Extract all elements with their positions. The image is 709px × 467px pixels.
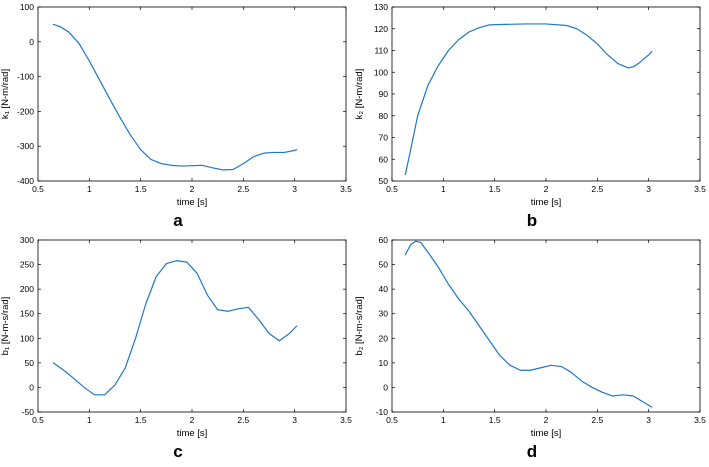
y-tick-label: -300 bbox=[17, 141, 34, 151]
series-line bbox=[52, 260, 298, 396]
chart-panel-d: 0.5 1 1.5 2 2.5 3 3.5 60 50 40 30 20 10 0 -10 time [s] b… bbox=[354, 235, 706, 461]
y-tick-label: 0 bbox=[29, 382, 34, 392]
y-tick-label: 30 bbox=[379, 309, 389, 319]
x-tick-label: 3 bbox=[292, 184, 297, 194]
x-tick-label: 1 bbox=[87, 415, 92, 425]
y-axis-label: b₂ [N-m-s/rad] bbox=[354, 296, 365, 355]
series-line bbox=[404, 240, 653, 408]
x-tick-label: 0.5 bbox=[32, 415, 44, 425]
y-tick-label: 300 bbox=[20, 235, 34, 245]
y-tick-label: -100 bbox=[17, 72, 34, 82]
x-tick-label: 3 bbox=[646, 415, 651, 425]
x-tick-label: 1.5 bbox=[135, 415, 147, 425]
y-axis-label: b₁ [N-m-s/rad] bbox=[0, 297, 11, 356]
x-tick-label: 2 bbox=[190, 184, 195, 194]
x-tick-label: 3.5 bbox=[694, 184, 706, 194]
x-tick-label: 3.5 bbox=[694, 415, 706, 425]
x-tick-label: 2.5 bbox=[237, 415, 249, 425]
x-tick-label: 3.5 bbox=[340, 415, 352, 425]
y-tick-label: 110 bbox=[374, 46, 388, 56]
x-tick-label: 2 bbox=[190, 415, 195, 425]
chart-panel-c: 0.5 1 1.5 2 2.5 3 3.5 300 250 200 150 100 50 0 -50 time… bbox=[0, 235, 352, 461]
y-tick-label: 100 bbox=[20, 333, 34, 343]
y-tick-label: 60 bbox=[379, 235, 389, 245]
x-tick-label: 2.5 bbox=[591, 415, 603, 425]
plot-area-frame bbox=[391, 6, 701, 182]
y-tick-label: 100 bbox=[20, 2, 34, 12]
panel-label: c bbox=[173, 442, 182, 461]
y-tick-label: 130 bbox=[374, 2, 388, 12]
series-line bbox=[404, 23, 653, 176]
x-tick-label: 0.5 bbox=[386, 415, 398, 425]
chart-panel-b: 0.5 1 1.5 2 2.5 3 3.5 130 120 110 100 90 80 70 60 50 tim… bbox=[354, 2, 706, 230]
y-tick-label: -400 bbox=[17, 176, 34, 186]
y-tick-label: 100 bbox=[374, 67, 388, 77]
x-tick-label: 1.5 bbox=[489, 415, 501, 425]
x-tick-label: 2 bbox=[544, 415, 549, 425]
chart-panel-a: 0.5 1 1.5 2 2.5 3 3.5 100 0 -100 -200 -300 -400 time … bbox=[0, 2, 352, 230]
x-axis-label: time [s] bbox=[177, 197, 208, 208]
x-tick-label: 1 bbox=[441, 184, 446, 194]
x-tick-label: 0.5 bbox=[32, 184, 44, 194]
y-tick-label: 150 bbox=[20, 309, 34, 319]
y-tick-label: 70 bbox=[379, 133, 389, 143]
series-line bbox=[52, 23, 298, 171]
y-tick-label: 200 bbox=[20, 284, 34, 294]
y-tick-label: 120 bbox=[374, 24, 388, 34]
y-tick-label: 20 bbox=[379, 333, 389, 343]
x-tick-label: 1 bbox=[441, 415, 446, 425]
y-tick-label: -200 bbox=[17, 106, 34, 116]
x-tick-label: 1.5 bbox=[489, 184, 501, 194]
x-tick-label: 1 bbox=[87, 184, 92, 194]
x-axis-label: time [s] bbox=[531, 197, 562, 208]
x-tick-label: 3.5 bbox=[340, 184, 352, 194]
y-tick-label: -50 bbox=[22, 407, 35, 417]
panel-label: b bbox=[527, 211, 537, 230]
x-axis-label: time [s] bbox=[177, 428, 208, 439]
x-tick-label: 1.5 bbox=[135, 184, 147, 194]
y-tick-label: 10 bbox=[379, 358, 389, 368]
y-tick-label: 40 bbox=[379, 284, 389, 294]
x-tick-label: 0.5 bbox=[386, 184, 398, 194]
y-tick-label: 60 bbox=[379, 154, 389, 164]
y-tick-label: 50 bbox=[379, 176, 389, 186]
panel-label: a bbox=[173, 211, 183, 230]
y-tick-label: 90 bbox=[379, 89, 389, 99]
x-tick-label: 2.5 bbox=[237, 184, 249, 194]
y-tick-label: -10 bbox=[376, 407, 389, 417]
y-tick-label: 50 bbox=[379, 260, 389, 270]
x-tick-label: 3 bbox=[292, 415, 297, 425]
y-tick-label: 0 bbox=[29, 37, 34, 47]
plot-area-frame bbox=[37, 239, 347, 413]
x-tick-label: 2.5 bbox=[591, 184, 603, 194]
x-axis-label: time [s] bbox=[531, 428, 562, 439]
y-tick-label: 50 bbox=[25, 358, 35, 368]
y-axis-label: k₁ [N-m/rad] bbox=[0, 69, 11, 119]
y-axis-label: k₂ [N-m/rad] bbox=[354, 69, 365, 120]
y-tick-label: 0 bbox=[383, 382, 388, 392]
y-tick-label: 250 bbox=[20, 260, 34, 270]
plot-area-frame bbox=[391, 239, 701, 413]
y-tick-label: 80 bbox=[379, 111, 389, 121]
plot-area-frame bbox=[37, 6, 347, 182]
panel-label: d bbox=[527, 442, 537, 461]
x-tick-label: 3 bbox=[646, 184, 651, 194]
x-tick-label: 2 bbox=[544, 184, 549, 194]
